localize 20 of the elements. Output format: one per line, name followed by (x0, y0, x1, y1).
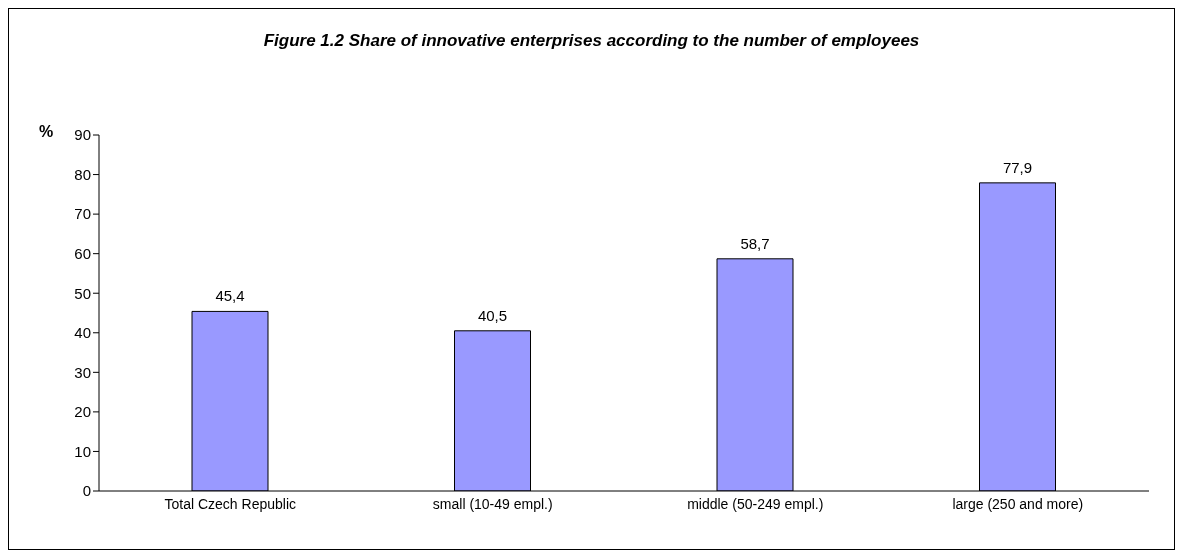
y-tick-label: 40 (74, 324, 91, 342)
data-label: 45,4 (215, 287, 245, 305)
y-tick-label: 10 (74, 442, 91, 460)
y-tick-label: 60 (74, 244, 91, 262)
x-tick-label: Total Czech Republic (164, 495, 297, 512)
x-tick-label: large (250 and more) (952, 495, 1084, 512)
y-tick-label: 0 (82, 482, 91, 500)
y-tick-label: 80 (74, 165, 91, 183)
y-tick-label: 30 (74, 363, 91, 381)
data-label: 77,9 (1002, 158, 1033, 176)
x-tick-label: middle (50-249 empl.) (687, 495, 824, 512)
y-tick-label: 90 (74, 126, 91, 144)
y-tick-label: 20 (74, 403, 91, 421)
data-label: 58,7 (740, 234, 770, 252)
x-tick-label: small (10-49 empl.) (432, 495, 553, 512)
chart-title: Figure 1.2 Share of innovative enterprises according to the number of employees (262, 31, 921, 51)
y-tick-label: 70 (74, 205, 91, 223)
y-tick-label: 50 (74, 284, 91, 302)
y-axis-title: % (39, 123, 54, 141)
data-label: 40,5 (477, 306, 508, 324)
